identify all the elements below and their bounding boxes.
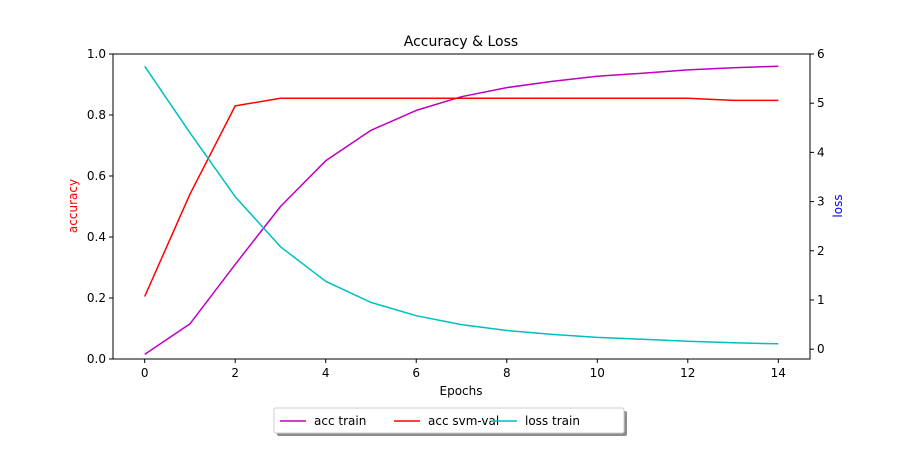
x-tick-label: 8 [503, 366, 511, 380]
legend-box [273, 407, 625, 434]
series-layer [144, 65, 779, 356]
y-left-axis-label: accuracy [66, 179, 80, 233]
x-axis-ticks: 0 2 4 6 8 10 12 14 [141, 359, 786, 380]
x-tick-label: 12 [680, 366, 695, 380]
y-right-tick-label: 1 [817, 293, 825, 307]
y-left-tick-label: 0.6 [87, 169, 106, 183]
series-line-1 [144, 65, 779, 356]
y-right-tick-label: 4 [817, 145, 825, 159]
y-right-axis-ticks: 0 1 2 3 4 5 6 [810, 47, 825, 356]
x-tick-label: 4 [322, 366, 330, 380]
y-right-tick-label: 3 [817, 195, 825, 209]
y-left-tick-label: 0.2 [87, 291, 106, 305]
y-right-tick-label: 0 [817, 342, 825, 356]
x-tick-label: 10 [590, 366, 605, 380]
y-left-tick-label: 0.4 [87, 230, 106, 244]
y-left-axis-ticks: 0.0 0.2 0.4 0.6 0.8 1.0 [87, 47, 113, 366]
series-line-3 [144, 65, 779, 345]
plot-frame [112, 53, 811, 360]
series-line-2 [144, 97, 779, 297]
x-tick-label: 14 [771, 366, 786, 380]
x-tick-label: 2 [231, 366, 239, 380]
legend-label-3: loss train [525, 414, 580, 428]
legend-entries: acc train acc svm-val loss train [280, 414, 580, 428]
y-right-tick-label: 2 [817, 244, 825, 258]
x-tick-label: 0 [141, 366, 149, 380]
x-axis-label: Epochs [440, 384, 483, 398]
x-tick-label: 6 [412, 366, 420, 380]
y-right-tick-label: 5 [817, 96, 825, 110]
chart-title: Accuracy & Loss [404, 34, 518, 50]
legend-label-2: acc svm-val [428, 414, 499, 428]
y-left-tick-label: 1.0 [87, 47, 106, 61]
legend: acc train acc svm-val loss train [273, 407, 627, 436]
y-right-tick-label: 6 [817, 47, 825, 61]
y-right-axis-label: loss [831, 194, 845, 217]
y-left-tick-label: 0.0 [87, 352, 106, 366]
legend-label-1: acc train [314, 414, 366, 428]
y-left-tick-label: 0.8 [87, 108, 106, 122]
